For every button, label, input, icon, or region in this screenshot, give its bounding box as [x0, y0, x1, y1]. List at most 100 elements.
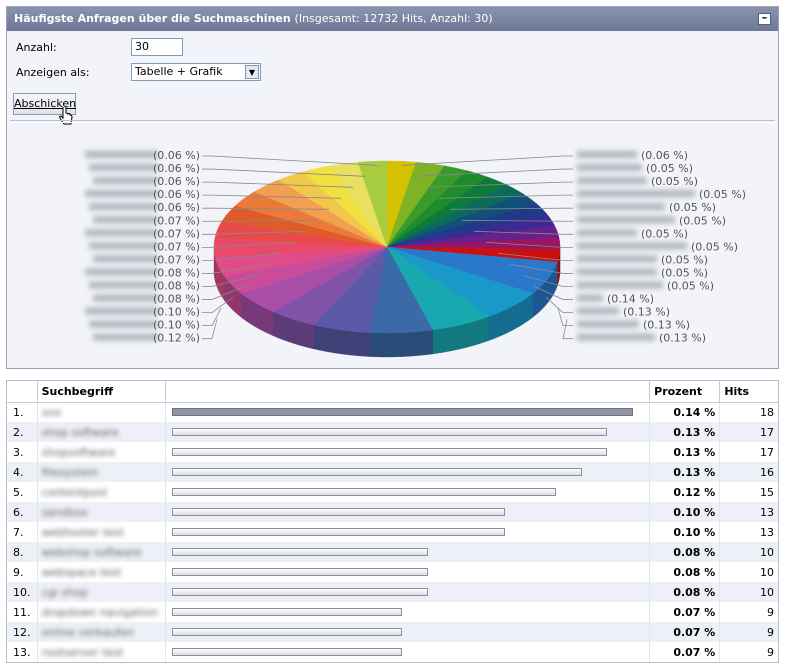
- col-hits[interactable]: Hits: [719, 381, 778, 403]
- leader-line: [521, 274, 573, 287]
- row-hits: 10: [719, 562, 778, 582]
- table-row: 8. webshop software 0.08 % 10: [7, 542, 778, 562]
- row-term[interactable]: shopsoftware: [37, 442, 166, 462]
- blurred-term: [577, 307, 619, 315]
- row-percent: 0.13 %: [649, 462, 721, 482]
- blurred-term: [577, 320, 639, 328]
- row-term[interactable]: rootserver test: [37, 642, 166, 662]
- leader-line: [202, 194, 342, 199]
- anzahl-input[interactable]: 30: [131, 38, 183, 56]
- pie-slice: [313, 246, 388, 333]
- left-percent-label: (0.07 %): [153, 240, 200, 253]
- right-percent-label: (0.05 %): [661, 266, 708, 279]
- row-percent: 0.08 %: [649, 562, 721, 582]
- search-term[interactable]: online verkaufen: [41, 625, 134, 639]
- collapse-icon[interactable]: –: [758, 12, 771, 25]
- right-percent-label: (0.05 %): [651, 175, 698, 188]
- search-term[interactable]: shop software: [41, 425, 119, 439]
- row-number: 3.: [7, 442, 38, 462]
- right-percent-label: (0.14 %): [607, 293, 654, 306]
- row-term[interactable]: shop software: [37, 422, 166, 442]
- search-term[interactable]: sandbox: [41, 505, 88, 519]
- row-percent: 0.10 %: [649, 522, 721, 542]
- leader-line: [557, 308, 573, 327]
- left-percent-label: (0.06 %): [153, 149, 200, 162]
- search-term[interactable]: shopsoftware: [41, 445, 116, 459]
- blurred-term: [93, 177, 158, 185]
- share-bar: [171, 508, 505, 516]
- leader-line: [413, 168, 573, 177]
- share-bar: [171, 628, 403, 636]
- row-number: 7.: [7, 522, 38, 542]
- leader-line: [497, 252, 573, 261]
- search-term[interactable]: dropdown navigation: [41, 605, 158, 619]
- row-bar: [165, 482, 651, 502]
- search-term[interactable]: webhoster test: [41, 525, 124, 539]
- row-number: 8.: [7, 542, 38, 562]
- row-term[interactable]: dropdown navigation: [37, 602, 166, 622]
- pie-slice: [386, 246, 534, 317]
- blurred-term: [577, 177, 647, 185]
- row-term[interactable]: cgi shop: [37, 582, 166, 602]
- row-bar: [165, 542, 651, 562]
- row-bar: [165, 462, 651, 482]
- share-bar: [171, 588, 429, 596]
- leader-line: [202, 207, 330, 210]
- left-percent-label: (0.08 %): [153, 280, 200, 293]
- search-term[interactable]: rootserver test: [41, 645, 124, 659]
- row-term[interactable]: webspace test: [37, 562, 166, 582]
- row-term[interactable]: webhoster test: [37, 522, 166, 542]
- search-term[interactable]: xxx: [41, 405, 62, 419]
- table-row: 11. dropdown navigation 0.07 % 9: [7, 602, 778, 622]
- left-percent-label: (0.10 %): [153, 306, 200, 319]
- share-bar: [171, 568, 429, 576]
- share-bar: [171, 648, 403, 656]
- row-term[interactable]: xxx: [37, 402, 166, 422]
- blurred-term: [89, 242, 158, 250]
- blurred-term: [577, 255, 657, 263]
- row-bar: [165, 582, 651, 602]
- pie-slice: [386, 246, 490, 331]
- left-percent-label: (0.08 %): [153, 266, 200, 279]
- blurred-term: [85, 151, 158, 158]
- row-percent: 0.13 %: [649, 422, 721, 442]
- anzeigen-select[interactable]: Tabelle + Grafik ▼: [131, 63, 261, 81]
- left-percent-label: (0.07 %): [153, 253, 200, 266]
- leader-line: [202, 274, 258, 287]
- right-percent-label: (0.05 %): [669, 201, 716, 214]
- leader-line: [202, 285, 246, 300]
- row-hits: 10: [719, 542, 778, 562]
- pie-slice: [386, 225, 560, 248]
- blurred-term: [89, 164, 158, 172]
- row-term[interactable]: online verkaufen: [37, 622, 166, 642]
- right-percent-label: (0.13 %): [659, 332, 706, 345]
- search-term[interactable]: contentpool: [41, 485, 108, 499]
- leader-line: [449, 207, 573, 210]
- row-term[interactable]: webshop software: [37, 542, 166, 562]
- submit-button[interactable]: Abschicken: [13, 93, 76, 115]
- row-hits: 18: [719, 402, 778, 422]
- table-row: 5. contentpool 0.12 % 15: [7, 482, 778, 502]
- row-term[interactable]: contentpool: [37, 482, 166, 502]
- col-term[interactable]: Suchbegriff: [37, 381, 166, 403]
- pie-slice: [386, 184, 524, 248]
- search-term[interactable]: cgi shop: [41, 585, 88, 599]
- anzeigen-select-value: Tabelle + Grafik: [135, 65, 223, 78]
- table-row: 9. webspace test 0.08 % 10: [7, 562, 778, 582]
- search-term[interactable]: webshop software: [41, 545, 142, 559]
- chevron-down-icon[interactable]: ▼: [245, 65, 259, 79]
- pie-slice: [386, 170, 488, 248]
- leader-line: [202, 319, 218, 340]
- blurred-term: [577, 268, 657, 276]
- row-term[interactable]: sandbox: [37, 502, 166, 522]
- search-term[interactable]: webspace test: [41, 565, 122, 579]
- search-term[interactable]: filesystem: [41, 465, 99, 479]
- share-bar: [171, 528, 505, 536]
- left-percent-label: (0.06 %): [153, 188, 200, 201]
- row-bar: [165, 502, 651, 522]
- blurred-term: [577, 190, 695, 198]
- row-term[interactable]: filesystem: [37, 462, 166, 482]
- blurred-term: [577, 294, 603, 302]
- table-header-row: Suchbegriff Prozent Hits: [7, 381, 778, 403]
- col-pct[interactable]: Prozent: [649, 381, 721, 403]
